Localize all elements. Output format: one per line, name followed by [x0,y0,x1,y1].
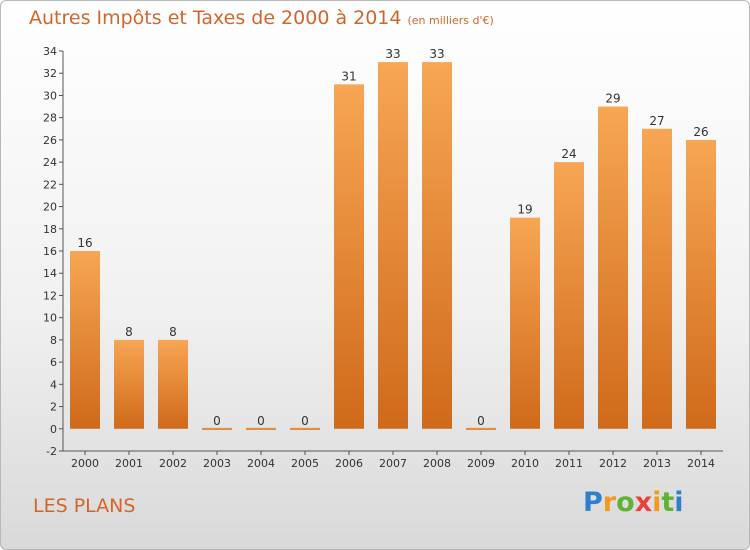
bar-2011 [554,162,584,429]
bar-2003 [202,427,232,430]
logo-letter: i [674,487,684,518]
y-tick-label: -2 [46,445,57,458]
y-tick-label: 16 [43,245,57,258]
data-label-2003: 0 [213,414,221,428]
bar-chart: -202468101214161820222426283032341620008… [43,45,723,470]
x-tick-label-2006: 2006 [335,457,363,470]
bar-2012 [598,106,628,429]
data-label-2006: 31 [341,69,356,83]
data-label-2009: 0 [477,414,485,428]
x-tick-label-2010: 2010 [511,457,539,470]
y-tick-label: 32 [43,67,57,80]
bar-2006 [334,84,364,429]
bar-2009 [466,427,496,430]
x-tick-label-2002: 2002 [159,457,187,470]
y-tick-label: 24 [43,156,57,169]
y-tick-label: 34 [43,45,57,58]
x-tick-label-2005: 2005 [291,457,319,470]
y-tick-label: 0 [50,423,57,436]
bar-2005 [290,427,320,430]
data-label-2013: 27 [649,114,664,128]
y-tick-label: 4 [50,378,57,391]
data-label-2001: 8 [125,325,133,339]
data-label-2012: 29 [605,92,620,106]
x-tick-label-2007: 2007 [379,457,407,470]
chart-title: Autres Impôts et Taxes de 2000 à 2014 (en… [29,7,494,29]
x-tick-label-2014: 2014 [687,457,715,470]
y-tick-label: 20 [43,201,57,214]
y-tick-label: 10 [43,312,57,325]
bar-2010 [510,217,540,429]
data-label-2002: 8 [169,325,177,339]
bar-2001 [114,339,144,429]
chart-title-text: Autres Impôts et Taxes de 2000 à 2014 [29,7,402,29]
x-tick-label-2008: 2008 [423,457,451,470]
bar-2008 [422,62,452,429]
data-label-2010: 19 [517,203,532,217]
y-tick-label: 6 [50,356,57,369]
data-label-2005: 0 [301,414,309,428]
y-tick-label: 18 [43,223,57,236]
y-tick-label: 28 [43,112,57,125]
data-label-2014: 26 [693,125,708,139]
x-tick-label-2012: 2012 [599,457,627,470]
x-tick-label-2011: 2011 [555,457,583,470]
y-tick-label: 30 [43,89,57,102]
proxiti-logo: Proxiti [583,487,684,518]
place-name: LES PLANS [33,495,136,517]
bar-2007 [378,62,408,429]
bar-2004 [246,427,276,430]
y-tick-label: 12 [43,289,57,302]
data-label-2000: 16 [77,236,92,250]
data-label-2004: 0 [257,414,265,428]
logo-letter: r [602,487,617,518]
y-tick-label: 22 [43,178,57,191]
logo-letter: t [661,487,675,518]
x-tick-label-2001: 2001 [115,457,143,470]
chart-subtitle: (en milliers d'€) [407,14,494,27]
data-label-2008: 33 [429,47,444,61]
bar-2014 [686,139,716,429]
logo-letter: i [652,487,662,518]
bar-2000 [70,251,100,429]
bar-2013 [642,128,672,429]
bar-2002 [158,339,188,429]
logo-letter: x [634,487,653,518]
x-tick-label-2000: 2000 [71,457,99,470]
logo-letter: P [583,487,603,518]
y-tick-label: 2 [50,401,57,414]
data-label-2007: 33 [385,47,400,61]
x-tick-label-2009: 2009 [467,457,495,470]
y-tick-label: 8 [50,334,57,347]
y-tick-label: 26 [43,134,57,147]
x-tick-label-2003: 2003 [203,457,231,470]
logo-letter: o [616,487,635,518]
x-tick-label-2004: 2004 [247,457,275,470]
data-label-2011: 24 [561,147,576,161]
x-tick-label-2013: 2013 [643,457,671,470]
y-tick-label: 14 [43,267,57,280]
